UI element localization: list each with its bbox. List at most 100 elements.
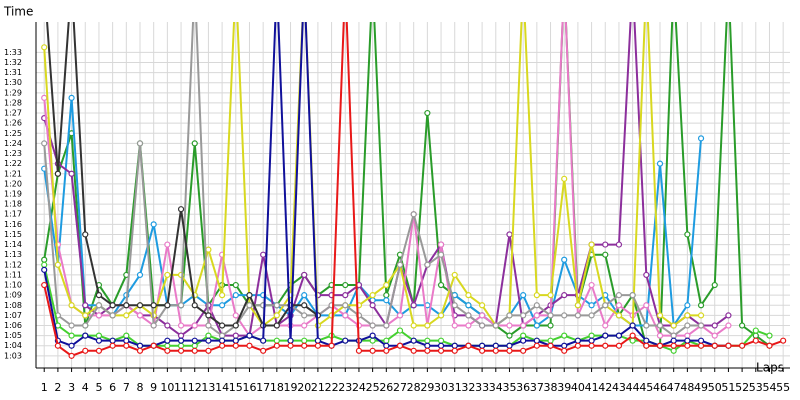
data-point — [177, 342, 185, 349]
data-point — [260, 251, 267, 258]
data-point — [739, 342, 746, 349]
data-point — [561, 347, 568, 354]
data-point — [588, 312, 595, 319]
data-point — [232, 342, 239, 349]
data-point — [136, 347, 144, 354]
x-tick-label: 43 — [612, 381, 626, 394]
data-point — [451, 271, 458, 279]
data-point — [232, 281, 239, 289]
data-point — [383, 322, 390, 329]
y-tick-label: 1:06 — [4, 321, 22, 330]
x-tick-label: 51 — [721, 381, 735, 394]
data-point — [219, 292, 226, 299]
data-point — [383, 347, 390, 354]
data-point — [437, 347, 445, 354]
data-point — [780, 337, 787, 344]
data-point — [246, 292, 253, 299]
data-point — [492, 322, 499, 329]
data-point — [766, 332, 773, 339]
y-tick-label: 1:12 — [4, 260, 22, 269]
data-point — [136, 271, 144, 279]
data-point — [533, 302, 540, 309]
data-point — [410, 322, 417, 329]
data-point — [369, 347, 376, 354]
x-tick-label: 36 — [516, 381, 530, 394]
data-point — [547, 337, 554, 344]
data-point — [520, 347, 527, 354]
data-point — [520, 322, 527, 329]
data-point — [602, 302, 609, 309]
y-tick-label: 1:30 — [4, 78, 22, 87]
data-point — [588, 241, 595, 248]
x-tick-label: 5 — [95, 381, 102, 394]
x-tick-label: 48 — [680, 381, 694, 394]
data-point — [41, 94, 48, 101]
data-point — [136, 302, 144, 309]
data-point — [437, 337, 445, 344]
data-point — [260, 337, 267, 344]
data-point — [396, 312, 404, 319]
data-point — [82, 231, 89, 238]
y-tick-label: 1:11 — [4, 270, 22, 279]
data-point — [369, 292, 376, 299]
data-point — [191, 347, 198, 354]
data-point — [301, 342, 308, 349]
data-point — [68, 342, 75, 349]
x-tick-label: 7 — [123, 381, 130, 394]
data-point — [82, 322, 89, 329]
data-point — [164, 322, 171, 329]
x-tick-label: 38 — [544, 381, 558, 394]
data-point — [383, 337, 390, 344]
data-point — [123, 312, 130, 319]
x-tick-label: 19 — [284, 381, 298, 394]
data-point — [437, 312, 445, 319]
x-tick-label: 16 — [242, 381, 256, 394]
data-point — [95, 332, 103, 339]
data-point — [177, 332, 185, 339]
data-point — [574, 302, 581, 309]
data-point — [369, 332, 376, 339]
data-point — [479, 312, 486, 319]
x-tick-label: 30 — [434, 381, 448, 394]
data-point — [711, 332, 718, 339]
data-point — [424, 342, 431, 349]
x-tick-label: 21 — [311, 381, 325, 394]
data-point — [615, 312, 623, 319]
data-point — [506, 322, 513, 329]
x-tick-label: 45 — [639, 381, 653, 394]
x-tick-label: 33 — [475, 381, 489, 394]
data-point — [725, 342, 732, 349]
x-tick-label: 1 — [41, 381, 48, 394]
data-point — [561, 175, 568, 182]
data-point — [177, 347, 185, 354]
data-point — [684, 322, 691, 329]
data-point — [684, 231, 691, 238]
data-point — [766, 342, 773, 349]
x-tick-label: 49 — [694, 381, 708, 394]
data-point — [684, 337, 691, 344]
data-point — [574, 337, 581, 344]
data-point — [123, 337, 130, 344]
data-point — [314, 342, 321, 349]
data-point — [561, 292, 568, 299]
y-tick-label: 1:26 — [4, 119, 22, 128]
x-tick-label: 20 — [297, 381, 311, 394]
x-tick-label: 37 — [530, 381, 544, 394]
data-point — [95, 312, 103, 319]
data-point — [68, 302, 75, 309]
x-tick-label: 24 — [352, 381, 366, 394]
data-point — [109, 337, 116, 344]
data-point — [451, 322, 458, 329]
x-tick-label: 42 — [598, 381, 612, 394]
data-point — [301, 337, 308, 344]
x-tick-label: 26 — [379, 381, 393, 394]
data-point — [95, 302, 103, 309]
data-point — [547, 322, 554, 329]
data-point — [451, 347, 458, 354]
data-point — [396, 327, 404, 334]
data-point — [725, 312, 732, 319]
data-point — [41, 140, 48, 147]
data-point — [164, 337, 171, 344]
data-point — [643, 337, 650, 344]
data-point — [164, 271, 171, 279]
